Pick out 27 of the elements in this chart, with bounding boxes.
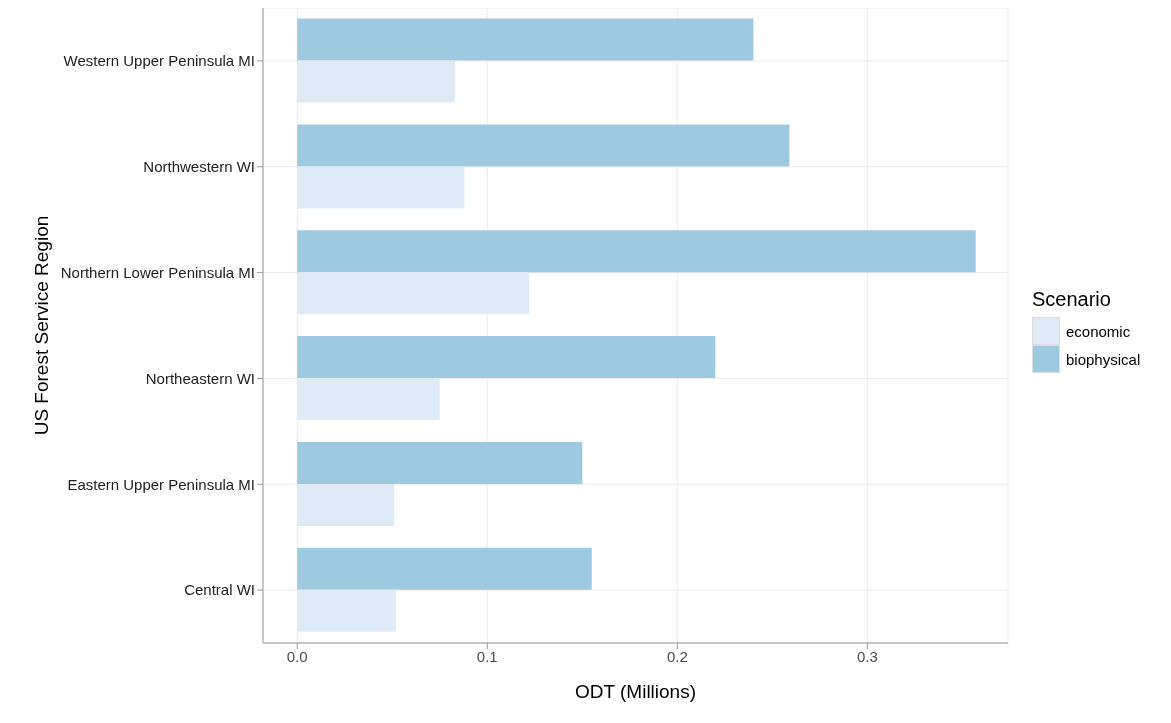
bar	[297, 483, 395, 526]
legend-label: economic	[1066, 322, 1131, 340]
bar	[297, 272, 530, 315]
y-tick-label: Northeastern WI	[145, 369, 255, 387]
x-tick-label: 0.3	[856, 647, 878, 665]
y-tick-label: Western Upper Peninsula MI	[63, 52, 255, 70]
legend-label: biophysical	[1066, 350, 1141, 368]
y-tick-label: Northwestern WI	[143, 158, 255, 176]
bar	[297, 589, 397, 632]
bar	[297, 378, 440, 421]
legend-title: Scenario	[1032, 288, 1112, 311]
bar	[297, 336, 716, 379]
y-tick-label: Northern Lower Peninsula MI	[60, 263, 255, 281]
bar	[297, 441, 583, 484]
x-tick-label: 0.0	[286, 647, 308, 665]
x-tick-label: 0.2	[666, 647, 688, 665]
bar	[297, 18, 754, 61]
bar	[297, 60, 455, 103]
bar	[297, 166, 465, 209]
x-axis-title: ODT (Millions)	[574, 681, 697, 702]
bar	[297, 547, 592, 590]
x-tick-label: 0.1	[476, 647, 498, 665]
bar	[297, 230, 976, 273]
bar	[297, 124, 790, 167]
y-tick-label: Eastern Upper Peninsula MI	[67, 475, 255, 493]
y-axis-title: US Forest Service Region	[30, 215, 52, 436]
y-tick-label: Central WI	[184, 581, 255, 599]
